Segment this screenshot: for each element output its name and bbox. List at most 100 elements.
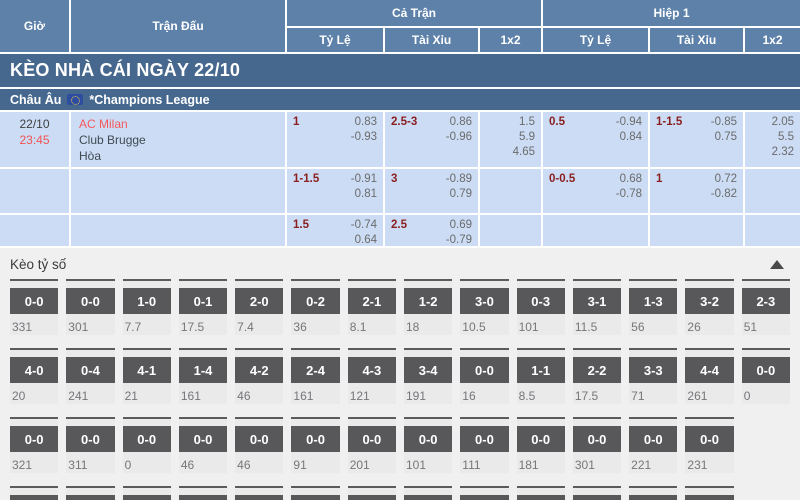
h1-over-under-cell[interactable]: 1 0.72 -0.82 bbox=[650, 169, 743, 213]
odds-value[interactable]: -0.79 bbox=[445, 234, 472, 246]
odds-value[interactable]: 0.86 bbox=[449, 116, 472, 128]
score-odds-cell[interactable]: 1-1 8.5 bbox=[516, 348, 565, 404]
score-odds-cell[interactable]: 2-2 17.5 bbox=[572, 348, 622, 404]
score-odds-value: 191 bbox=[405, 389, 427, 403]
score-odds-cell[interactable]: 0-0 321 bbox=[10, 417, 59, 473]
h1-handicap-cell[interactable]: 0.5 -0.94 0.84 bbox=[543, 112, 648, 167]
score-odds-cell[interactable]: 0-0 91 bbox=[291, 417, 340, 473]
odds-value[interactable]: 0.79 bbox=[449, 188, 472, 200]
score-odds-cell[interactable]: 0-0 111 bbox=[460, 417, 509, 473]
h1-1x2-cell[interactable]: 2.05 5.5 2.32 bbox=[745, 112, 800, 167]
score-odds-cell[interactable]: 3-0 10.5 bbox=[460, 279, 509, 335]
score-odds-cell[interactable]: 0-3 101 bbox=[516, 279, 565, 335]
odds-value[interactable]: 0.69 bbox=[449, 219, 472, 231]
empty-cell bbox=[480, 169, 541, 213]
odds-value[interactable]: 0.83 bbox=[354, 116, 377, 128]
score-odds-cell[interactable]: 3-2 26 bbox=[685, 279, 734, 335]
score-odds-cell[interactable]: 0-0 311 bbox=[66, 417, 115, 473]
score-odds-cell[interactable]: 0-4 241 bbox=[66, 348, 115, 404]
score-odds-cell[interactable]: 3-3 71 bbox=[629, 348, 678, 404]
odds-value[interactable]: 0.68 bbox=[619, 173, 642, 185]
score-odds-cell[interactable]: 0-0 46 bbox=[235, 417, 284, 473]
odds-value[interactable]: 0.64 bbox=[354, 234, 377, 246]
odds-value[interactable]: -0.74 bbox=[350, 219, 377, 231]
score-odds-cell[interactable]: 4-2 46 bbox=[235, 348, 284, 404]
odds-value[interactable]: -0.91 bbox=[350, 173, 377, 185]
home-team-name[interactable]: AC Milan bbox=[79, 117, 128, 131]
odds-value[interactable]: 5.9 bbox=[519, 131, 535, 143]
score-odds-cell[interactable]: 4-1 21 bbox=[122, 348, 171, 404]
score-odds-cell[interactable]: 0-0 46 bbox=[178, 417, 228, 473]
score-odds-cell[interactable]: 4-4 261 bbox=[685, 348, 734, 404]
score-odds-cell[interactable]: 0-0 331 bbox=[10, 279, 59, 335]
score-odds-cell[interactable]: 0-0 16 bbox=[460, 348, 509, 404]
over-under-line: 1-1.5 bbox=[656, 116, 683, 128]
score-odds-cell[interactable]: 0-0 201 bbox=[347, 417, 396, 473]
score-odds-cell[interactable]: 0-0 221 bbox=[629, 417, 678, 473]
score-odds-cell[interactable]: 0-0 0 bbox=[741, 348, 790, 404]
odds-value[interactable]: -0.96 bbox=[445, 131, 472, 143]
odds-value[interactable]: 4.65 bbox=[512, 146, 535, 158]
odds-value[interactable]: 0.72 bbox=[714, 173, 737, 185]
score-odds-value: 51 bbox=[743, 320, 758, 334]
handicap-line: 0-0.5 bbox=[549, 173, 576, 185]
odds-value[interactable]: 2.05 bbox=[771, 116, 794, 128]
score-odds-cell[interactable]: 2-4 161 bbox=[291, 348, 340, 404]
odds-value[interactable]: -0.82 bbox=[710, 188, 737, 200]
score-label: 4-3 bbox=[347, 357, 396, 383]
score-odds-cell[interactable]: 3-4 191 bbox=[403, 348, 453, 404]
score-odds-cell[interactable]: 2-0 7.4 bbox=[235, 279, 284, 335]
score-odds-cell[interactable]: 0-0 101 bbox=[403, 417, 453, 473]
score-odds-cell[interactable]: 0-1 17.5 bbox=[178, 279, 228, 335]
odds-value[interactable]: 2.32 bbox=[771, 146, 794, 158]
score-odds-cell[interactable]: 0-0 0 bbox=[122, 417, 171, 473]
odds-value[interactable]: -0.89 bbox=[445, 173, 472, 185]
score-odds-cell[interactable]: 1-3 56 bbox=[629, 279, 678, 335]
score-label bbox=[291, 495, 340, 500]
ft-handicap-cell[interactable]: 1.5 -0.74 0.64 bbox=[287, 215, 383, 246]
score-odds-value: 36 bbox=[293, 320, 307, 334]
odds-value[interactable]: -0.93 bbox=[350, 131, 377, 143]
score-label: 3-1 bbox=[572, 288, 622, 314]
score-label: 3-3 bbox=[629, 357, 678, 383]
score-odds-cell[interactable]: 1-2 18 bbox=[403, 279, 453, 335]
score-label: 0-0 bbox=[178, 426, 228, 452]
odds-value[interactable]: 0.81 bbox=[354, 188, 377, 200]
h1-over-under-cell[interactable]: 1-1.5 -0.85 0.75 bbox=[650, 112, 743, 167]
ft-handicap-cell[interactable]: 1 0.83 -0.93 bbox=[287, 112, 383, 167]
odds-value[interactable]: -0.85 bbox=[710, 116, 737, 128]
h1-handicap-cell[interactable]: 0-0.5 0.68 -0.78 bbox=[543, 169, 648, 213]
score-odds-cell[interactable]: 0-2 36 bbox=[291, 279, 340, 335]
ft-over-under-cell[interactable]: 2.5 0.69 -0.79 bbox=[385, 215, 478, 246]
odds-value[interactable]: -0.94 bbox=[615, 116, 642, 128]
odds-value[interactable]: 1.5 bbox=[519, 116, 535, 128]
match-teams-cell[interactable]: AC Milan Club Brugge Hòa bbox=[71, 112, 285, 167]
odds-value[interactable]: 0.84 bbox=[619, 131, 642, 143]
odds-value[interactable]: 0.75 bbox=[714, 131, 737, 143]
away-team-name[interactable]: Club Brugge bbox=[79, 133, 146, 147]
score-odds-cell[interactable]: 1-0 7.7 bbox=[122, 279, 171, 335]
score-odds-cell[interactable]: 4-0 20 bbox=[10, 348, 59, 404]
score-odds-value: 7.7 bbox=[124, 320, 142, 334]
league-header[interactable]: Châu Âu *Champions League bbox=[0, 89, 800, 110]
score-odds-value: 21 bbox=[124, 389, 138, 403]
score-odds-cell[interactable]: 0-0 301 bbox=[572, 417, 622, 473]
score-odds-cell[interactable]: 1-4 161 bbox=[178, 348, 228, 404]
score-odds-cell[interactable]: 0-0 231 bbox=[685, 417, 734, 473]
odds-value[interactable]: -0.78 bbox=[615, 188, 642, 200]
ft-over-under-cell[interactable]: 3 -0.89 0.79 bbox=[385, 169, 478, 213]
ft-1x2-cell[interactable]: 1.5 5.9 4.65 bbox=[480, 112, 541, 167]
score-odds-cell[interactable]: 2-1 8.1 bbox=[347, 279, 396, 335]
ft-over-under-cell[interactable]: 2.5-3 0.86 -0.96 bbox=[385, 112, 478, 167]
chevron-up-icon[interactable] bbox=[770, 260, 784, 269]
match-time-cell: 22/10 23:45 bbox=[0, 112, 69, 167]
score-odds-cell-partial bbox=[178, 486, 228, 500]
ft-handicap-cell[interactable]: 1-1.5 -0.91 0.81 bbox=[287, 169, 383, 213]
score-label: 0-2 bbox=[291, 288, 340, 314]
odds-value[interactable]: 5.5 bbox=[778, 131, 794, 143]
score-odds-cell[interactable]: 0-0 301 bbox=[66, 279, 115, 335]
score-odds-cell[interactable]: 3-1 11.5 bbox=[572, 279, 622, 335]
score-odds-cell[interactable]: 2-3 51 bbox=[741, 279, 790, 335]
score-odds-cell[interactable]: 4-3 121 bbox=[347, 348, 396, 404]
score-odds-cell[interactable]: 0-0 181 bbox=[516, 417, 565, 473]
